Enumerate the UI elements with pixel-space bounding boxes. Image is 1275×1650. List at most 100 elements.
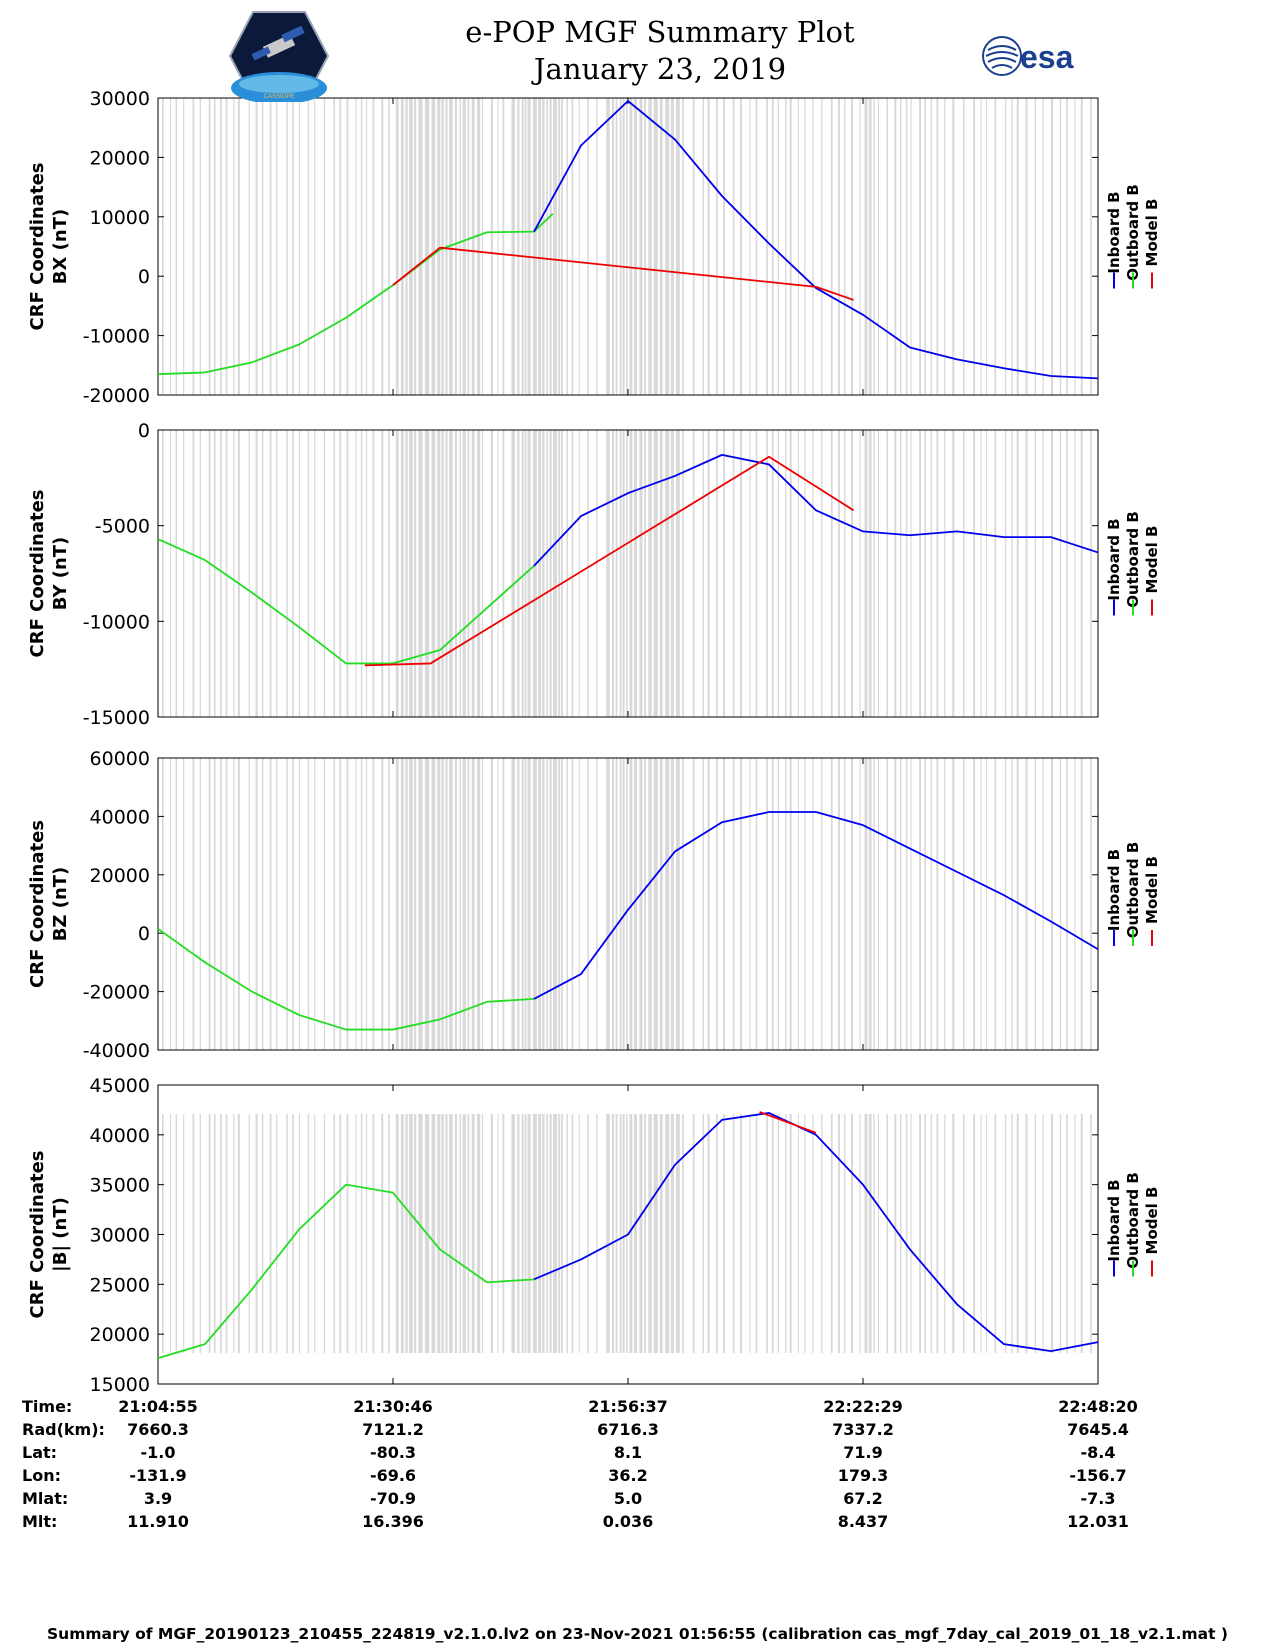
data-gap-stripe <box>208 1114 211 1353</box>
data-gap-stripe <box>622 1114 625 1353</box>
data-gap-stripe <box>276 1114 278 1353</box>
data-gap-stripe <box>611 430 615 717</box>
data-gap-stripe <box>675 1114 680 1353</box>
data-gap-stripe <box>1025 758 1028 1050</box>
data-gap-stripe <box>333 758 335 1050</box>
y-axis-label: BY (nT) <box>50 537 71 611</box>
data-gap-stripe <box>653 758 658 1050</box>
data-gap-stripe <box>527 430 531 717</box>
data-gap-stripe <box>785 1114 787 1353</box>
data-gap-stripe <box>1090 1114 1092 1353</box>
data-gap-stripe <box>462 430 466 717</box>
data-gap-stripe <box>615 1114 618 1353</box>
data-gap-stripe <box>740 98 743 395</box>
data-gap-stripe <box>633 758 638 1050</box>
data-gap-stripe <box>1080 758 1083 1050</box>
data-gap-stripe <box>538 430 542 717</box>
data-gap-stripe <box>360 758 363 1050</box>
data-gap-stripe <box>682 98 684 395</box>
data-gap-stripe <box>571 98 574 395</box>
data-gap-stripe <box>789 430 792 717</box>
data-gap-stripe <box>629 430 633 717</box>
data-gap-stripe <box>269 758 272 1050</box>
table-cell: -80.3 <box>369 1443 417 1462</box>
y-axis-label: |B| (nT) <box>50 1197 71 1272</box>
data-gap-stripe <box>517 98 520 395</box>
y-tick-label: 40000 <box>90 806 150 828</box>
data-gap-stripe <box>702 758 705 1050</box>
title-block: e-POP MGF Summary Plot January 23, 2019 <box>380 14 940 88</box>
data-gap-stripe <box>755 1114 758 1353</box>
data-gap-stripe <box>771 430 774 717</box>
legend-label: Inboard B <box>1105 518 1123 600</box>
data-gap-stripe <box>626 758 628 1050</box>
data-gap-stripe <box>716 758 718 1050</box>
data-gap-stripe <box>388 758 390 1050</box>
data-gap-stripe <box>225 1114 228 1353</box>
data-gap-stripe <box>199 758 202 1050</box>
data-gap-stripe <box>619 98 622 395</box>
data-gap-stripe <box>532 430 537 717</box>
table-cell: -131.9 <box>129 1466 187 1485</box>
data-gap-stripe <box>298 430 301 717</box>
data-gap-stripe <box>400 1114 404 1353</box>
data-gap-stripe <box>248 430 250 717</box>
data-gap-stripe <box>276 758 278 1050</box>
data-gap-stripe <box>1004 1114 1007 1353</box>
data-gap-stripe <box>497 758 499 1050</box>
data-gap-stripe <box>812 758 814 1050</box>
table-row-label: Mlt: <box>22 1512 58 1531</box>
data-gap-stripe <box>1042 430 1044 717</box>
table-cell: -69.6 <box>369 1466 417 1485</box>
table-cell: 5.0 <box>613 1489 643 1508</box>
data-gap-stripe <box>716 1114 718 1353</box>
data-gap-stripe <box>629 1114 633 1353</box>
data-gap-stripe <box>930 430 932 717</box>
data-gap-stripe <box>868 1114 872 1353</box>
data-gap-stripe <box>225 430 228 717</box>
data-gap-stripe <box>644 758 646 1050</box>
data-gap-stripe <box>821 430 823 717</box>
data-gap-stripe <box>276 430 278 717</box>
data-gap-stripe <box>749 758 751 1050</box>
data-gap-stripe <box>502 758 505 1050</box>
data-gap-stripe <box>692 430 695 717</box>
data-gap-stripe <box>175 98 178 395</box>
data-gap-stripe <box>360 98 363 395</box>
data-gap-stripe <box>269 430 272 717</box>
data-gap-stripe <box>169 98 172 395</box>
data-gap-stripe <box>237 430 240 717</box>
data-gap-stripe <box>542 98 545 395</box>
data-gap-stripe <box>561 98 563 395</box>
data-gap-stripe <box>936 98 939 395</box>
data-gap-stripe <box>213 430 216 717</box>
data-gap-stripe <box>183 1114 185 1353</box>
data-gap-stripe <box>626 98 628 395</box>
data-gap-stripe <box>365 98 368 395</box>
data-gap-stripe <box>314 430 316 717</box>
legend-label: Outboard B <box>1124 184 1142 281</box>
data-gap-stripe <box>405 1114 408 1353</box>
data-gap-stripe <box>877 758 880 1050</box>
data-gap-stripe <box>1074 758 1076 1050</box>
data-gap-stripe <box>395 1114 399 1353</box>
data-gap-stripe <box>1066 98 1068 395</box>
esa-logo: esa <box>980 34 1100 78</box>
data-gap-stripe <box>183 430 185 717</box>
data-gap-stripe <box>1025 1114 1028 1353</box>
data-gap-stripe <box>587 430 589 717</box>
data-gap-stripe <box>462 758 466 1050</box>
data-gap-stripe <box>497 1114 499 1353</box>
data-gap-stripe <box>740 758 743 1050</box>
data-gap-stripe <box>566 1114 568 1353</box>
y-tick-label: 60000 <box>90 748 150 770</box>
data-gap-stripe <box>596 1114 598 1353</box>
data-gap-stripe <box>611 98 615 395</box>
table-row-label: Mlat: <box>22 1489 69 1508</box>
data-gap-stripe <box>219 1114 222 1353</box>
data-gap-stripe <box>441 1114 444 1353</box>
data-gap-stripe <box>886 430 889 717</box>
data-gap-stripe <box>441 98 444 395</box>
data-gap-stripe <box>985 758 988 1050</box>
data-gap-stripe <box>395 758 399 1050</box>
